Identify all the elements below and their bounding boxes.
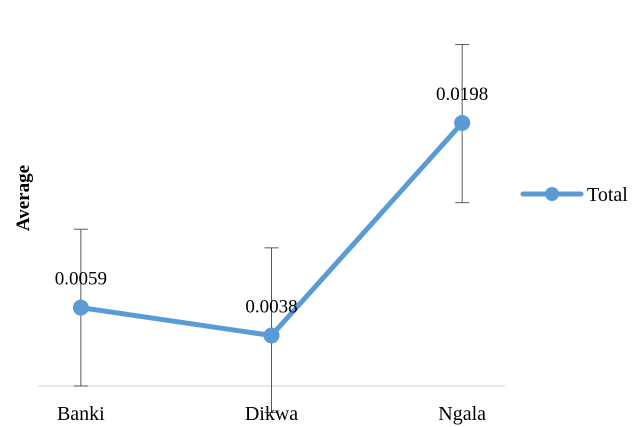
- data-points: [72, 114, 471, 344]
- data-labels: 0.0059 0.0038 0.0198: [55, 84, 489, 318]
- data-label: 0.0038: [245, 297, 297, 318]
- legend: Total: [520, 184, 628, 206]
- error-bars: [73, 44, 470, 414]
- x-tick-label: Banki: [57, 403, 105, 425]
- legend-label-total: Total: [587, 184, 628, 206]
- data-label: 0.0198: [436, 84, 488, 105]
- data-label: 0.0059: [55, 269, 107, 290]
- data-point: [454, 114, 471, 131]
- data-point: [72, 299, 89, 316]
- data-point: [263, 327, 280, 344]
- legend-marker: [545, 187, 559, 201]
- x-tick-labels: Banki Dikwa Ngala: [57, 403, 486, 425]
- x-tick-label: Ngala: [438, 403, 486, 425]
- x-tick-label: Dikwa: [245, 403, 298, 425]
